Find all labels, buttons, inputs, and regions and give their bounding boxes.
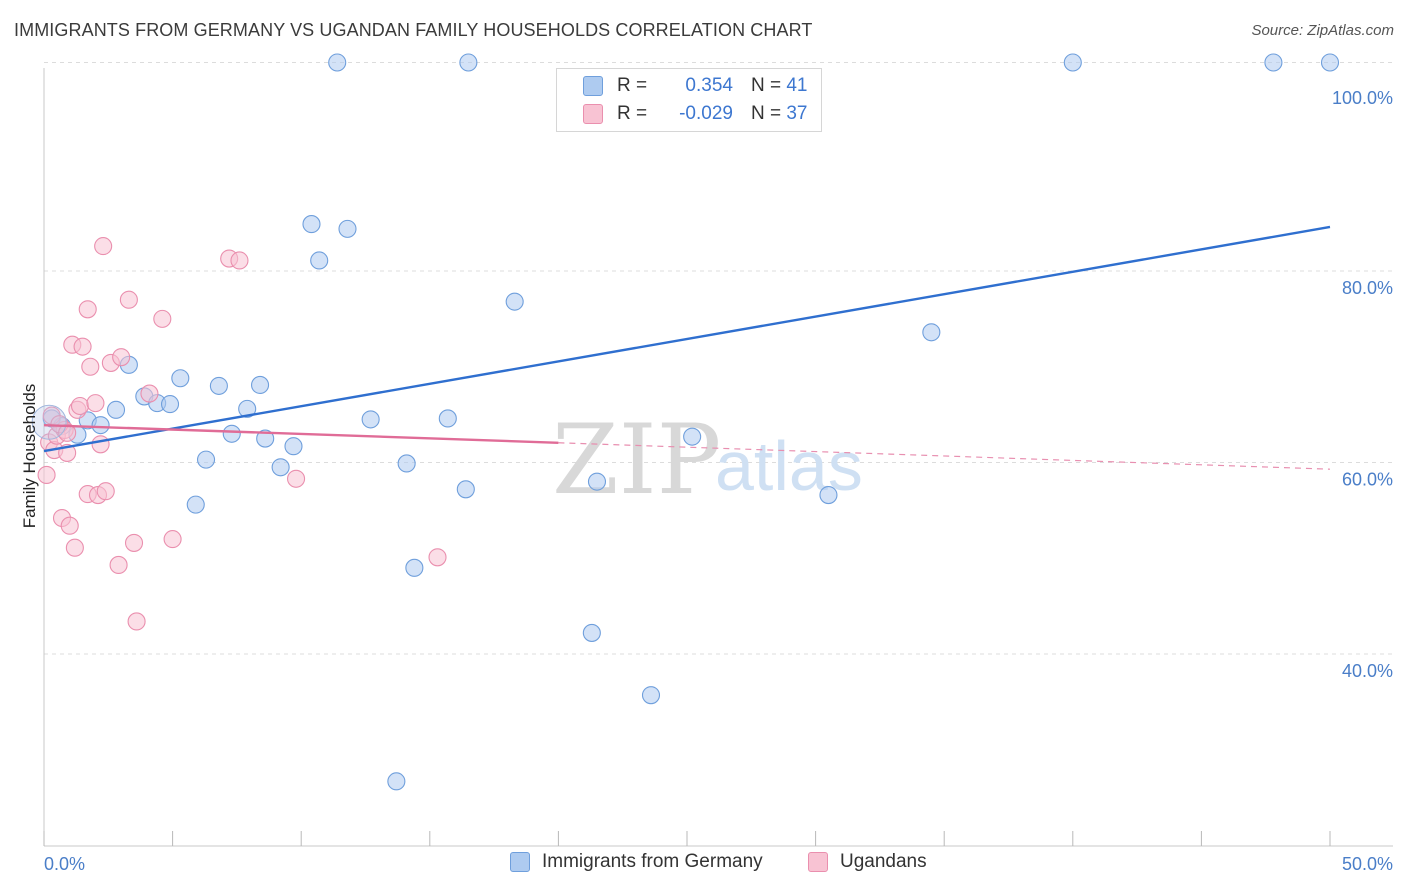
y-axis-label: Family Households <box>20 384 39 529</box>
point-ugandans <box>60 516 79 535</box>
legend-n-value: 37 <box>786 103 808 124</box>
series-label-ugandans: Ugandans <box>840 851 927 872</box>
point-ugandans <box>428 548 447 567</box>
point-germany <box>222 424 241 443</box>
point-germany <box>186 495 205 514</box>
legend-n-label: N = <box>750 75 782 96</box>
series-swatch-germany <box>510 852 530 872</box>
trendline-ugandans-dashed <box>558 442 1331 470</box>
x-tick-label: 50.0% <box>1342 854 1393 874</box>
legend-swatch-ugandans <box>583 104 603 124</box>
series-legend-germany[interactable]: Immigrants from Germany <box>510 851 763 873</box>
point-ugandans <box>70 396 90 416</box>
point-germany <box>456 480 475 499</box>
point-germany <box>438 409 457 428</box>
point-ugandans <box>58 423 77 442</box>
point-germany <box>459 53 478 72</box>
point-ugandans <box>78 300 97 319</box>
point-germany <box>922 323 941 342</box>
legend-r-value: -0.029 <box>679 103 733 124</box>
legend-row-ugandans: R = -0.029 N = 37 <box>583 101 807 127</box>
point-germany <box>582 623 601 642</box>
point-germany <box>397 454 416 473</box>
point-germany <box>819 486 838 505</box>
point-germany <box>328 53 347 72</box>
chart-title: IMMIGRANTS FROM GERMANY VS UGANDAN FAMIL… <box>14 20 813 40</box>
point-ugandans <box>86 394 105 413</box>
point-cluster <box>31 404 67 440</box>
point-ugandans <box>153 309 172 328</box>
point-ugandans <box>73 337 92 356</box>
point-germany <box>361 410 380 429</box>
point-ugandans <box>112 348 131 367</box>
point-ugandans <box>140 384 159 403</box>
legend-swatch-germany <box>583 76 603 96</box>
point-ugandans <box>94 237 113 256</box>
x-tick-label: 0.0% <box>44 854 85 874</box>
point-germany <box>271 458 290 477</box>
point-germany <box>683 427 702 446</box>
point-germany <box>91 416 110 435</box>
legend-r-value: 0.354 <box>685 75 733 96</box>
source-label: Source: ZipAtlas.com <box>1251 22 1394 39</box>
trend-layer <box>43 225 1331 470</box>
axes-layer <box>43 68 1393 847</box>
point-ugandans <box>119 290 138 309</box>
series-legend-ugandans[interactable]: Ugandans <box>808 851 927 873</box>
legend-n-label: N = <box>750 103 782 124</box>
point-germany <box>302 215 321 234</box>
point-germany <box>284 437 303 456</box>
legend-n-value: 41 <box>786 75 808 96</box>
series-swatch-ugandans <box>808 852 828 872</box>
point-germany <box>587 472 607 491</box>
point-germany <box>256 429 275 448</box>
y-tick-label: 60.0% <box>1342 470 1393 490</box>
y-tick-label: 80.0% <box>1342 278 1393 298</box>
point-germany <box>238 399 257 418</box>
watermark: ZIP atlas <box>552 404 863 516</box>
point-germany <box>196 450 216 469</box>
point-germany <box>106 400 126 419</box>
point-germany <box>641 686 661 705</box>
point-ugandans <box>230 251 249 270</box>
point-ugandans <box>81 357 100 376</box>
point-germany <box>160 395 180 414</box>
trendline-ugandans <box>43 423 559 444</box>
point-ugandans <box>37 465 56 484</box>
point-ugandans <box>127 612 146 631</box>
y-tick-label: 40.0% <box>1342 661 1393 681</box>
trendline-germany <box>43 225 1331 453</box>
legend-r-label: R = <box>617 103 648 124</box>
point-germany <box>310 251 329 270</box>
legend-r-label: R = <box>617 75 648 96</box>
series-legend: Immigrants from Germany Ugandans <box>0 851 1406 879</box>
point-ugandans <box>109 555 128 575</box>
labels-layer: 40.0% 60.0% 80.0% 100.0% 0.0% 50.0% Family Hou… <box>20 88 1393 874</box>
grid-layer <box>44 62 1393 655</box>
point-ugandans <box>163 530 182 549</box>
point-ugandans <box>96 482 115 501</box>
point-germany <box>1264 53 1283 72</box>
point-germany <box>250 375 270 394</box>
point-germany <box>209 376 228 395</box>
watermark-atlas: atlas <box>715 427 863 505</box>
watermark-zip: ZIP <box>552 404 721 516</box>
point-germany <box>505 292 524 311</box>
point-ugandans <box>91 435 110 454</box>
point-ugandans <box>124 533 144 552</box>
correlation-legend: R = 0.354 N = 41 R = -0.029 N = 37 <box>556 68 822 132</box>
point-ugandans <box>65 538 84 557</box>
y-tick-label: 100.0% <box>1332 88 1393 108</box>
point-ugandans <box>287 469 306 488</box>
point-germany <box>387 772 406 791</box>
point-germany <box>338 219 357 238</box>
point-germany <box>405 558 424 577</box>
points-layer <box>31 53 1340 791</box>
point-germany <box>171 369 190 388</box>
point-germany <box>1320 53 1340 72</box>
legend-row-germany: R = 0.354 N = 41 <box>583 73 807 99</box>
series-label-germany: Immigrants from Germany <box>542 851 763 872</box>
point-germany <box>1063 53 1082 72</box>
